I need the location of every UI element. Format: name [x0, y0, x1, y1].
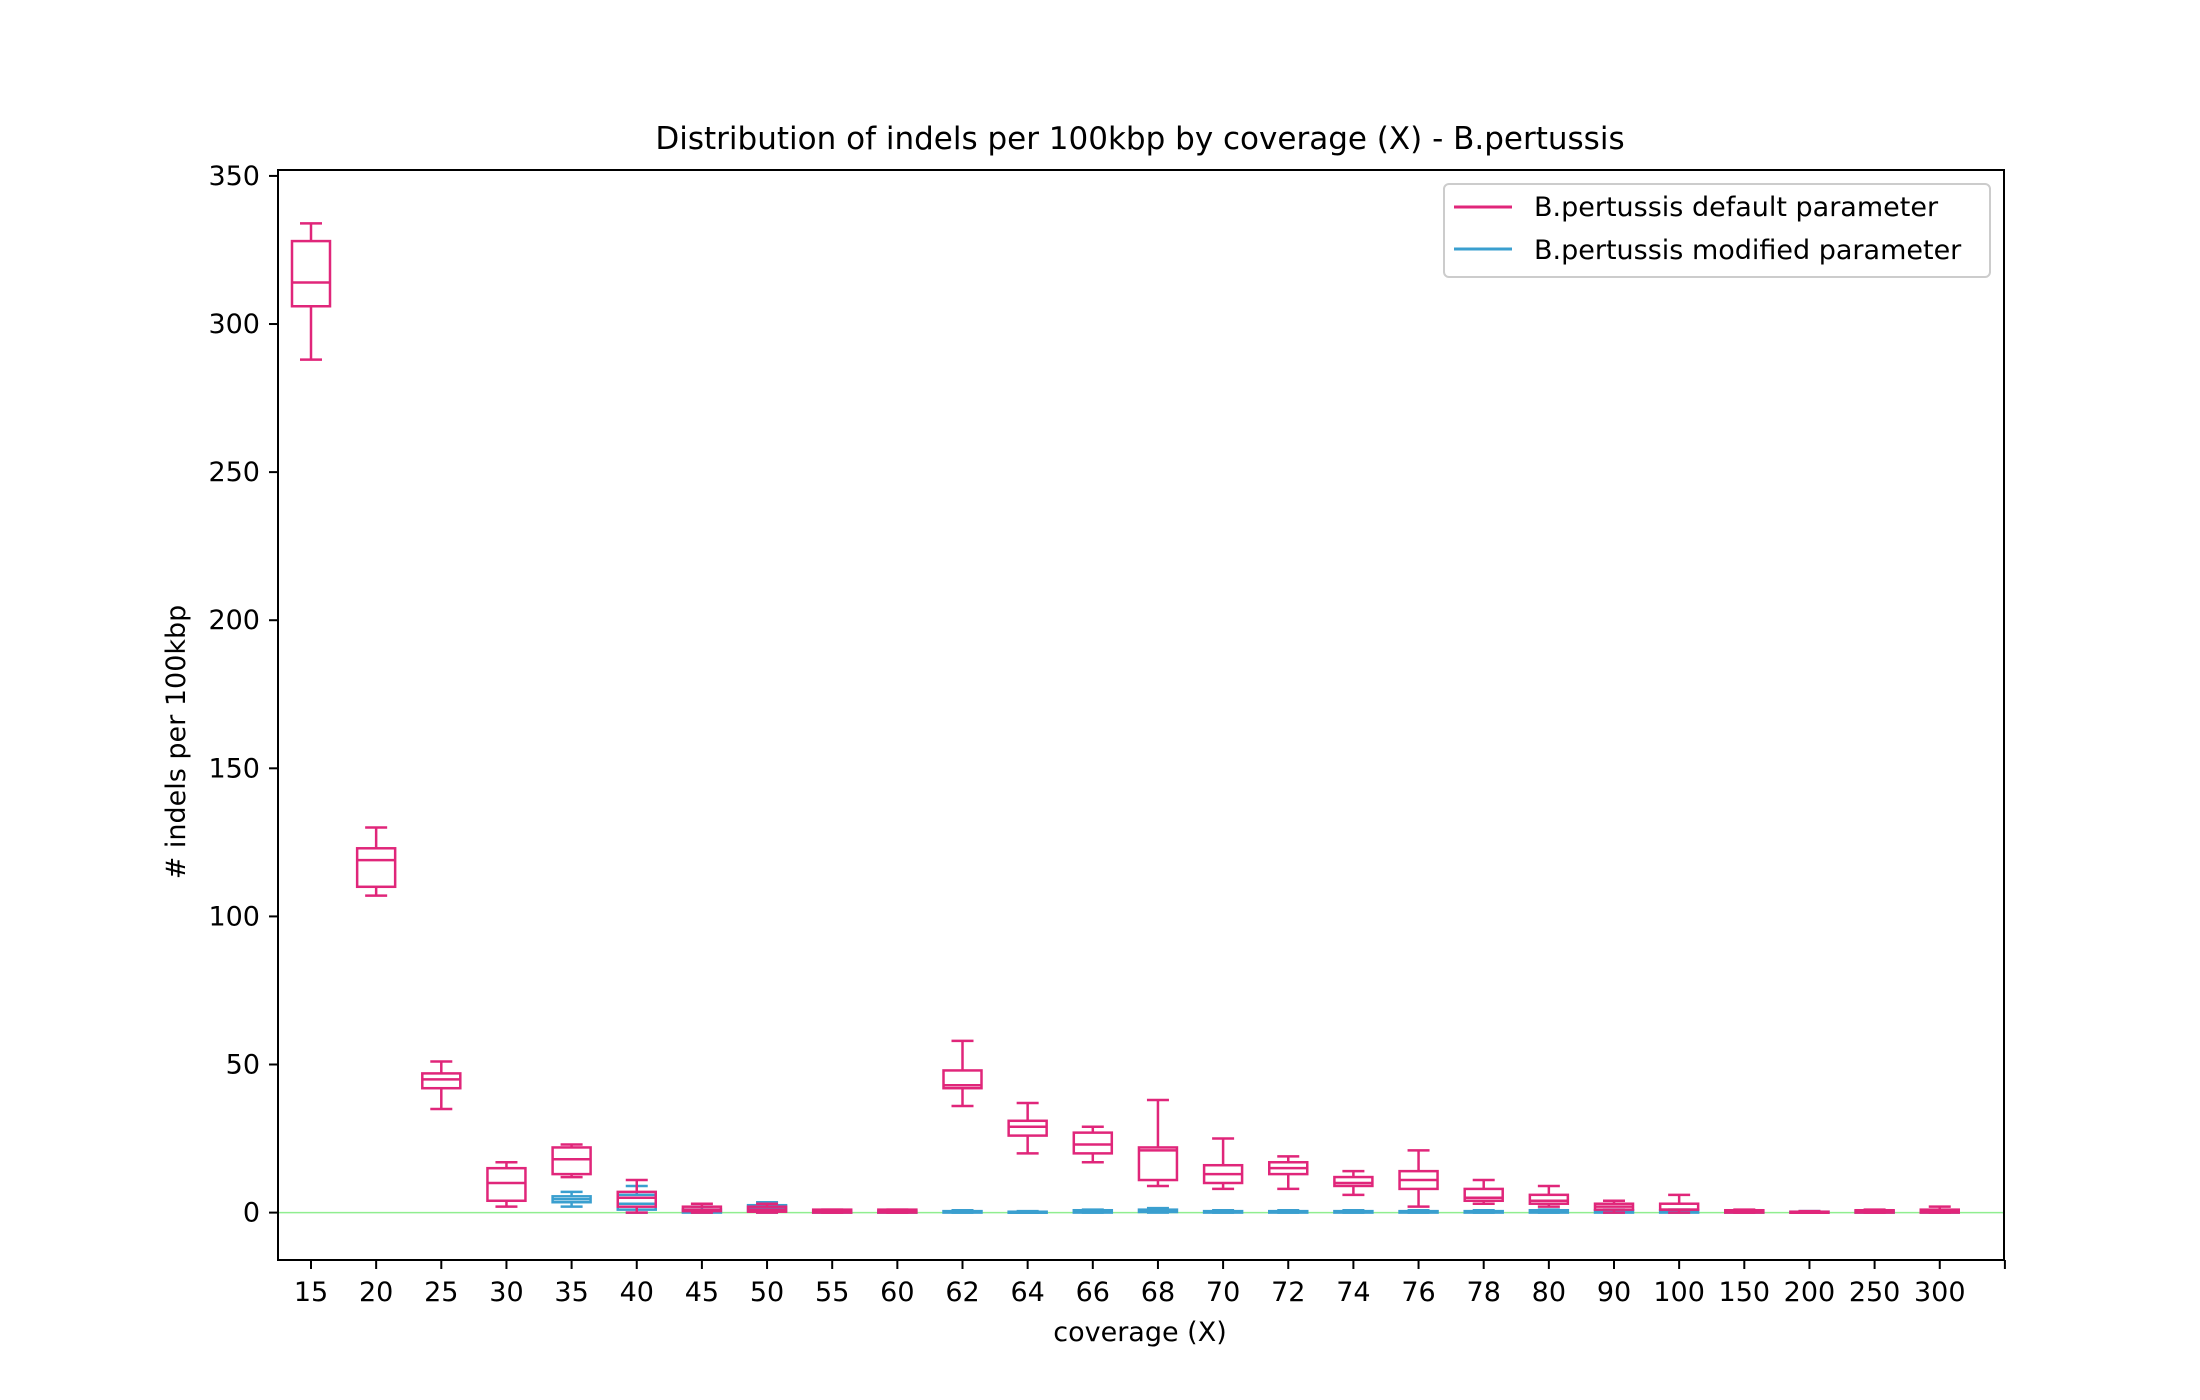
box-default-74 — [1333, 1169, 1374, 1197]
box-modified-70 — [1202, 1208, 1244, 1214]
y-axis-label: # indels per 100kbp — [161, 605, 192, 880]
box-default-68 — [1137, 1098, 1179, 1188]
chart-title: Distribution of indels per 100kbp by cov… — [655, 121, 1624, 157]
x-tick-label: 90 — [1597, 1277, 1631, 1308]
x-tick-label: 76 — [1401, 1277, 1435, 1308]
box-modified-62 — [942, 1208, 983, 1214]
box-default-35 — [551, 1143, 592, 1179]
box-iqr — [616, 1190, 657, 1208]
x-tick-label: 55 — [815, 1277, 849, 1308]
box-default-50 — [746, 1202, 788, 1214]
y-tick-label: 200 — [208, 605, 260, 636]
box-default-40 — [616, 1178, 657, 1214]
x-tick-label: 45 — [685, 1277, 719, 1308]
y-tick-label: 350 — [208, 161, 260, 192]
box-default-62 — [942, 1039, 983, 1108]
box-default-64 — [1007, 1101, 1048, 1155]
box-default-30 — [486, 1161, 527, 1208]
box-default-15 — [290, 222, 332, 361]
x-tick-label: 100 — [1653, 1277, 1705, 1308]
box-default-90 — [1593, 1199, 1635, 1214]
box-iqr — [1072, 1131, 1114, 1155]
y-tick-label: 150 — [208, 753, 260, 784]
box-modified-68 — [1137, 1206, 1179, 1214]
x-tick-label: 40 — [620, 1277, 654, 1308]
box-iqr — [1528, 1193, 1570, 1205]
x-axis-label: coverage (X) — [1053, 1317, 1227, 1348]
box-default-70 — [1202, 1137, 1244, 1191]
box-modified-80 — [1528, 1208, 1570, 1214]
box-modified-66 — [1072, 1208, 1114, 1214]
x-tick-label: 72 — [1271, 1277, 1305, 1308]
x-tick-label: 300 — [1914, 1277, 1966, 1308]
box-default-78 — [1463, 1178, 1504, 1205]
box-default-20 — [355, 826, 397, 897]
axes-layer: 0 50 100 150 200 250 300 350 15 20 25 30 35 40 45 50 55 6… — [208, 161, 2006, 1308]
box-default-25 — [421, 1060, 462, 1111]
box-modified-35 — [551, 1190, 592, 1208]
box-modified-78 — [1463, 1208, 1504, 1214]
box-iqr — [355, 847, 397, 889]
x-tick-label: 66 — [1076, 1277, 1110, 1308]
x-tick-label: 50 — [750, 1277, 784, 1308]
x-tick-label: 74 — [1336, 1277, 1370, 1308]
legend-frame — [1443, 183, 1991, 278]
x-tick-label: 15 — [294, 1277, 328, 1308]
legend-label-modified: B.pertussis modified parameter — [1534, 235, 1962, 266]
box-default-45 — [681, 1202, 723, 1214]
x-tick-label: 60 — [880, 1277, 914, 1308]
box-default-250 — [1854, 1208, 1895, 1214]
y-tick-label: 300 — [208, 309, 260, 340]
box-default-200 — [1789, 1209, 1830, 1214]
x-tick-label: 62 — [945, 1277, 979, 1308]
boxes-layer — [290, 222, 1960, 1214]
plot-frame — [277, 169, 2005, 1261]
box-default-76 — [1398, 1149, 1439, 1208]
box-default-66 — [1072, 1125, 1114, 1164]
x-tick-label: 200 — [1784, 1277, 1836, 1308]
box-iqr — [1463, 1187, 1504, 1203]
box-modified-72 — [1268, 1208, 1309, 1214]
box-default-60 — [877, 1208, 918, 1214]
box-modified-74 — [1333, 1208, 1374, 1214]
box-iqr — [942, 1069, 983, 1090]
x-tick-label: 78 — [1467, 1277, 1501, 1308]
x-tick-label: 20 — [359, 1277, 393, 1308]
box-iqr — [290, 239, 332, 308]
box-default-55 — [811, 1208, 853, 1214]
x-tick-label: 150 — [1719, 1277, 1771, 1308]
box-iqr — [1137, 1146, 1179, 1182]
box-modified-64 — [1007, 1209, 1048, 1214]
x-tick-label: 68 — [1141, 1277, 1175, 1308]
x-tick-label: 25 — [424, 1277, 458, 1308]
box-iqr — [551, 1146, 592, 1176]
legend: B.pertussis default parameter B.pertussi… — [1443, 183, 1991, 278]
y-tick-label: 50 — [226, 1050, 260, 1081]
x-tick-label: 35 — [554, 1277, 588, 1308]
box-default-72 — [1268, 1155, 1309, 1191]
box-default-100 — [1658, 1193, 1700, 1214]
x-tick-label: 30 — [489, 1277, 523, 1308]
box-iqr — [1333, 1175, 1374, 1188]
box-default-150 — [1724, 1208, 1765, 1214]
box-iqr — [1007, 1119, 1048, 1137]
box-default-300 — [1919, 1205, 1960, 1214]
box-modified-76 — [1398, 1208, 1439, 1214]
legend-label-default: B.pertussis default parameter — [1534, 192, 1939, 223]
y-tick-label: 0 — [243, 1198, 260, 1229]
x-tick-label: 70 — [1206, 1277, 1240, 1308]
x-tick-label: 250 — [1849, 1277, 1901, 1308]
y-tick-label: 100 — [208, 901, 260, 932]
y-tick-label: 250 — [208, 457, 260, 488]
box-default-80 — [1528, 1184, 1570, 1208]
x-tick-label: 64 — [1010, 1277, 1044, 1308]
box-iqr — [486, 1166, 527, 1203]
x-tick-label: 80 — [1532, 1277, 1566, 1308]
box-iqr — [421, 1072, 462, 1090]
